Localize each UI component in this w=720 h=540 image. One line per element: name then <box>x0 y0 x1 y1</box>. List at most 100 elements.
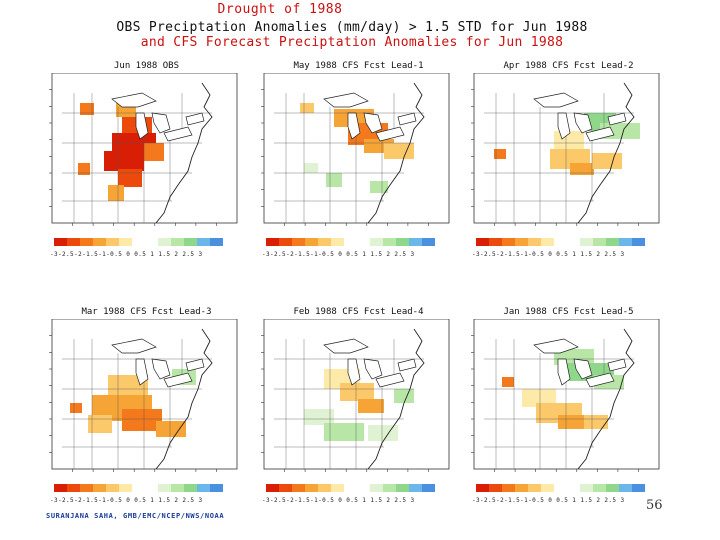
colorbar-swatch <box>580 484 593 492</box>
colorbar-swatch <box>279 238 292 246</box>
colorbar-swatch <box>344 484 357 492</box>
colorbar <box>266 238 435 246</box>
colorbar-swatch <box>567 484 580 492</box>
footer-credit: SURANJANA SAHA, GMB/EMC/NCEP/NWS/NOAA <box>46 512 225 520</box>
panel-title: Jan 1988 CFS Fcst Lead-5 <box>503 307 634 317</box>
great-lake <box>607 358 627 372</box>
colorbar-swatch <box>619 484 632 492</box>
colorbar <box>54 484 223 492</box>
colorbar-labels: -3-2.5-2-1.5-1-0.5 0 0.5 1 1.5 2 2.5 3 <box>50 251 203 258</box>
anomaly-cell <box>70 403 82 413</box>
great-lake <box>151 112 171 134</box>
colorbar-swatch <box>158 238 171 246</box>
colorbar-swatch <box>396 238 409 246</box>
colorbar-swatch <box>292 484 305 492</box>
great-lake <box>323 338 369 354</box>
coastline <box>367 328 425 470</box>
great-lake <box>135 358 149 386</box>
anomaly-cell <box>78 163 90 175</box>
great-lake <box>363 112 383 134</box>
anomaly-cell <box>592 153 622 169</box>
panel-title: Apr 1988 CFS Fcst Lead-2 <box>503 61 634 71</box>
colorbar-swatch <box>145 238 158 246</box>
colorbar-swatch <box>541 238 554 246</box>
colorbar-swatch <box>67 238 80 246</box>
colorbar-swatch <box>593 238 606 246</box>
title-line-1: Drought of 1988 <box>217 2 343 17</box>
anomaly-map <box>49 73 238 226</box>
great-lake <box>347 112 361 140</box>
anomaly-map <box>261 319 450 472</box>
great-lake <box>111 92 157 108</box>
coastline <box>155 328 213 470</box>
page-number: 56 <box>646 498 663 513</box>
colorbar-swatch <box>528 484 541 492</box>
great-lake <box>375 126 405 142</box>
panel-title: Mar 1988 CFS Fcst Lead-3 <box>81 307 212 317</box>
anomaly-map <box>261 73 450 226</box>
colorbar-swatch <box>502 238 515 246</box>
colorbar-swatch <box>370 484 383 492</box>
colorbar-swatch <box>632 238 645 246</box>
great-lake <box>397 358 417 372</box>
coastline <box>155 82 213 224</box>
colorbar-swatch <box>184 238 197 246</box>
coastline <box>577 328 635 470</box>
colorbar-swatch <box>318 238 331 246</box>
colorbar-swatch <box>422 238 435 246</box>
anomaly-cell <box>300 103 314 113</box>
colorbar-swatch <box>54 484 67 492</box>
colorbar-swatch <box>606 238 619 246</box>
colorbar-swatch <box>357 238 370 246</box>
colorbar-swatch <box>132 238 145 246</box>
great-lake <box>185 112 205 126</box>
colorbar <box>54 238 223 246</box>
colorbar-swatch <box>409 484 422 492</box>
colorbar-swatch <box>305 484 318 492</box>
colorbar-swatch <box>132 484 145 492</box>
colorbar-swatch <box>67 484 80 492</box>
colorbar-swatch <box>515 238 528 246</box>
colorbar-labels: -3-2.5-2-1.5-1-0.5 0 0.5 1 1.5 2 2.5 3 <box>262 251 415 258</box>
colorbar-swatch <box>210 484 223 492</box>
colorbar-swatch <box>331 484 344 492</box>
anomaly-cell <box>88 415 112 433</box>
great-lake <box>585 126 615 142</box>
colorbar-swatch <box>210 238 223 246</box>
colorbar-swatch <box>632 484 645 492</box>
colorbar-swatch <box>279 484 292 492</box>
colorbar-swatch <box>554 484 567 492</box>
colorbar-swatch <box>266 238 279 246</box>
coastline <box>367 82 425 224</box>
anomaly-map <box>49 319 238 472</box>
great-lake <box>557 358 571 386</box>
colorbar-swatch <box>476 238 489 246</box>
colorbar-swatch <box>567 238 580 246</box>
great-lake <box>375 372 405 388</box>
anomaly-cell <box>108 185 124 201</box>
colorbar <box>266 484 435 492</box>
panel-apr-lead2: Apr 1988 CFS Fcst Lead-2 -3-2.5-2-1.5-1-… <box>466 61 671 261</box>
anomaly-map <box>471 319 660 472</box>
colorbar-swatch <box>344 238 357 246</box>
colorbar-swatch <box>357 484 370 492</box>
anomaly-cell <box>324 423 364 441</box>
colorbar-swatch <box>580 238 593 246</box>
title-line-3: and CFS Forecast Preciptation Anomalies … <box>140 35 564 50</box>
colorbar-swatch <box>292 238 305 246</box>
coastline <box>577 82 635 224</box>
colorbar-swatch <box>541 484 554 492</box>
anomaly-cell <box>384 143 414 159</box>
colorbar-swatch <box>383 484 396 492</box>
colorbar-swatch <box>476 484 489 492</box>
colorbar-swatch <box>184 484 197 492</box>
colorbar-swatch <box>489 238 502 246</box>
great-lake <box>347 358 361 386</box>
colorbar-swatch <box>171 484 184 492</box>
great-lake <box>533 338 579 354</box>
colorbar-swatch <box>489 484 502 492</box>
colorbar-swatch <box>593 484 606 492</box>
anomaly-map <box>471 73 660 226</box>
anomaly-cell <box>368 425 398 441</box>
anomaly-cell <box>304 163 318 173</box>
